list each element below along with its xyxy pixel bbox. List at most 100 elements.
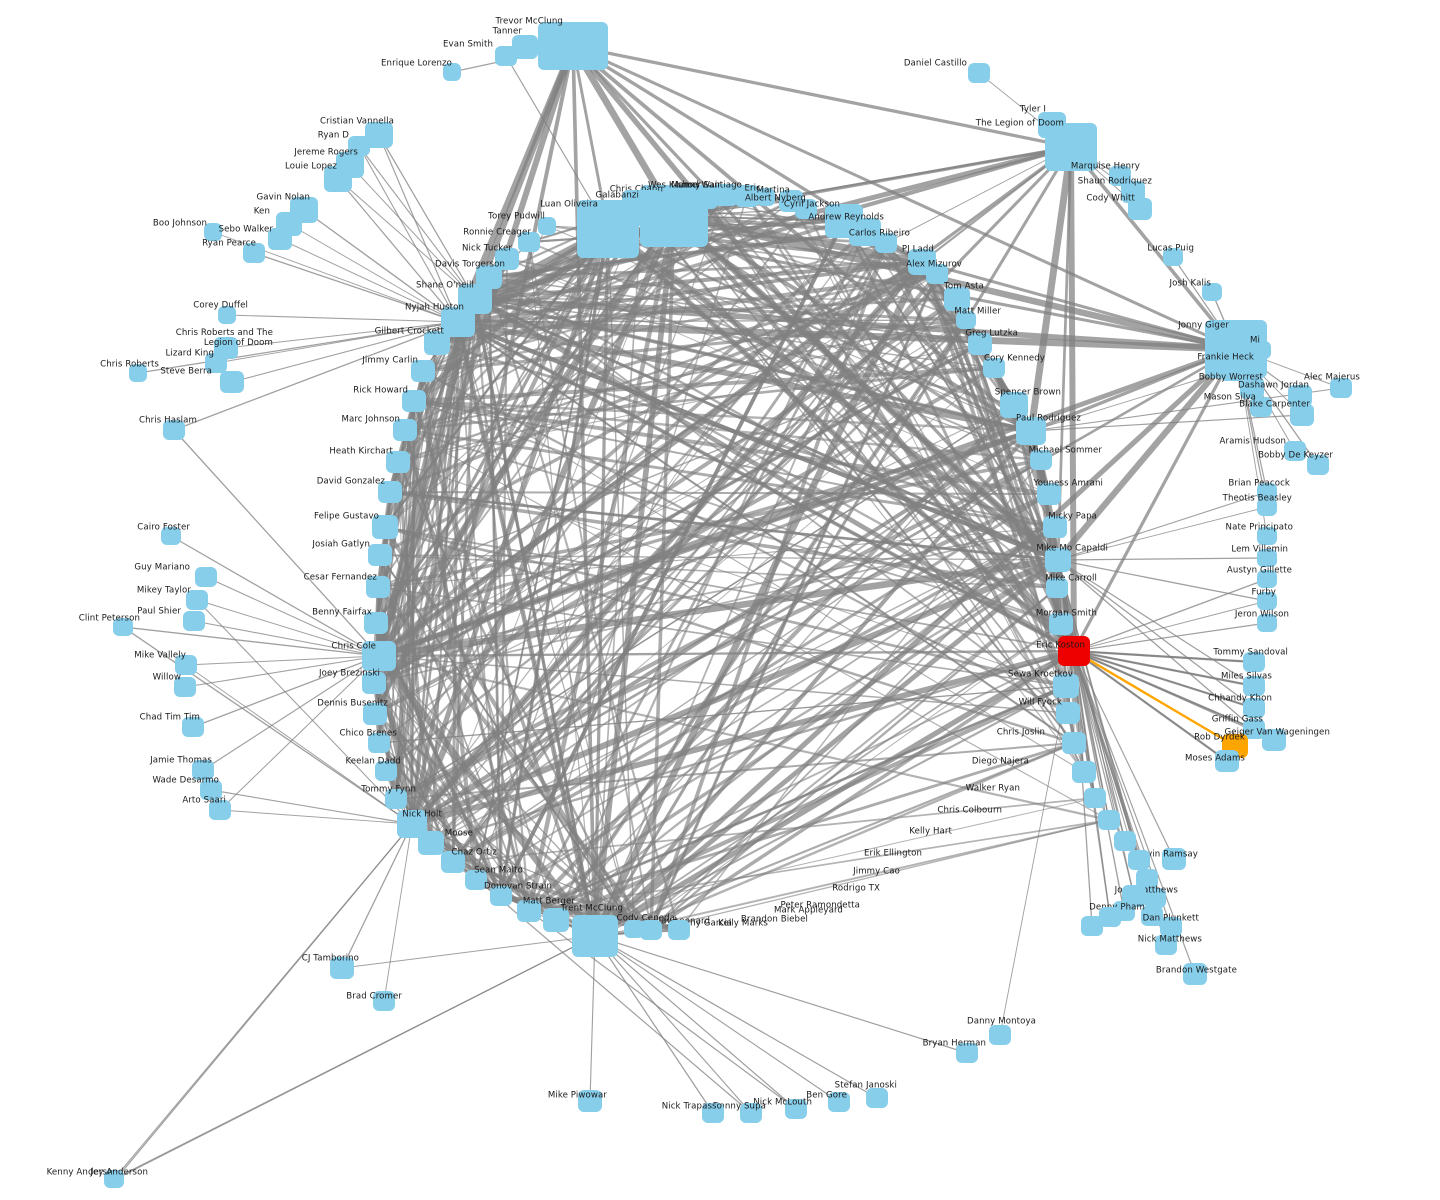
graph-node[interactable] (386, 451, 410, 473)
graph-node[interactable] (1162, 848, 1186, 870)
graph-node[interactable] (1257, 549, 1277, 567)
graph-node[interactable] (204, 223, 222, 241)
graph-node[interactable] (956, 1043, 978, 1063)
graph-node[interactable] (968, 63, 990, 83)
graph-node[interactable] (1240, 377, 1264, 399)
graph-node[interactable] (366, 576, 390, 598)
graph-node[interactable] (163, 420, 185, 440)
graph-node[interactable] (968, 333, 992, 355)
graph-node[interactable] (692, 185, 718, 209)
graph-node[interactable] (1202, 283, 1222, 301)
graph-node[interactable] (538, 217, 556, 235)
graph-node[interactable] (578, 1090, 602, 1112)
graph-node[interactable] (441, 851, 465, 873)
graph-node[interactable] (1290, 404, 1314, 426)
graph-node[interactable] (161, 527, 181, 545)
graph-node[interactable] (1128, 198, 1152, 220)
graph-node[interactable] (572, 915, 618, 957)
graph-node[interactable] (622, 190, 662, 226)
graph-node[interactable] (1330, 378, 1352, 398)
graph-node[interactable] (378, 481, 402, 503)
graph-node[interactable] (1220, 357, 1246, 381)
graph-node[interactable] (1183, 963, 1207, 985)
graph-node[interactable] (490, 886, 512, 906)
graph-node[interactable] (640, 920, 662, 940)
graph-node[interactable] (538, 22, 608, 70)
graph-node[interactable] (1141, 906, 1163, 926)
graph-node[interactable] (1049, 613, 1073, 635)
graph-node[interactable] (1062, 732, 1086, 754)
graph-node[interactable] (1084, 788, 1106, 808)
graph-node[interactable] (1284, 441, 1306, 461)
graph-node[interactable] (543, 908, 569, 932)
graph-node[interactable] (1243, 698, 1265, 718)
graph-node[interactable] (209, 800, 231, 820)
graph-node[interactable] (1257, 570, 1277, 588)
graph-node[interactable] (393, 419, 417, 441)
graph-node[interactable] (368, 733, 390, 753)
graph-node[interactable] (875, 233, 897, 253)
graph-node[interactable] (926, 264, 948, 284)
graph-node[interactable] (443, 63, 461, 81)
graph-node[interactable] (735, 185, 759, 207)
graph-node[interactable] (1136, 869, 1158, 889)
graph-node[interactable] (129, 364, 147, 382)
graph-node[interactable] (373, 991, 395, 1011)
graph-node[interactable] (517, 900, 541, 922)
graph-node[interactable] (624, 920, 644, 938)
graph-node[interactable] (1043, 516, 1067, 538)
graph-node[interactable] (828, 1092, 850, 1112)
graph-node[interactable] (714, 184, 738, 206)
graph-node[interactable] (1257, 592, 1277, 610)
graph-node[interactable] (1045, 123, 1097, 171)
graph-node[interactable] (1056, 702, 1080, 724)
graph-node[interactable] (1257, 527, 1277, 545)
graph-node[interactable] (348, 136, 370, 156)
graph-node[interactable] (385, 789, 407, 809)
graph-node[interactable] (1114, 831, 1136, 851)
graph-node[interactable] (268, 228, 292, 250)
graph-node[interactable] (1098, 810, 1120, 830)
graph-node[interactable] (372, 515, 398, 539)
graph-node[interactable] (1288, 385, 1312, 407)
graph-node[interactable] (411, 360, 435, 382)
graph-node[interactable] (1243, 676, 1265, 696)
graph-node[interactable] (1262, 729, 1286, 751)
graph-node[interactable] (1099, 907, 1121, 927)
graph-node[interactable] (944, 287, 970, 311)
graph-node[interactable] (1081, 916, 1103, 936)
graph-node[interactable] (518, 232, 540, 252)
graph-node[interactable] (983, 358, 1005, 378)
graph-node[interactable] (402, 390, 426, 412)
graph-node[interactable] (1121, 181, 1145, 203)
graph-node[interactable] (375, 761, 397, 781)
graph-node[interactable] (866, 1088, 888, 1108)
graph-node[interactable] (324, 166, 352, 192)
graph-node[interactable] (1046, 578, 1068, 598)
graph-node[interactable] (174, 677, 196, 697)
graph-node[interactable] (186, 590, 208, 610)
graph-node[interactable] (668, 920, 690, 940)
graph-node[interactable] (465, 870, 487, 890)
graph-node[interactable] (1257, 483, 1277, 501)
graph-node[interactable] (195, 567, 217, 587)
graph-node[interactable] (1215, 750, 1239, 772)
graph-node[interactable] (1155, 935, 1177, 955)
graph-node[interactable] (368, 544, 392, 566)
graph-node[interactable] (1253, 341, 1271, 359)
graph-node[interactable] (1128, 850, 1150, 870)
graph-node[interactable] (424, 331, 450, 355)
graph-node[interactable] (757, 188, 775, 206)
graph-node[interactable] (243, 243, 265, 263)
graph-node[interactable] (1307, 455, 1329, 475)
graph-node[interactable] (1163, 248, 1183, 266)
graph-node[interactable] (182, 717, 204, 737)
graph-node[interactable] (1016, 417, 1046, 445)
graph-node[interactable] (1072, 761, 1096, 783)
graph-node[interactable] (1058, 636, 1090, 666)
graph-node[interactable] (1250, 397, 1272, 417)
graph-node[interactable] (108, 1172, 124, 1186)
graph-node[interactable] (1000, 392, 1028, 418)
graph-node[interactable] (785, 1099, 807, 1119)
graph-node[interactable] (989, 1025, 1011, 1045)
